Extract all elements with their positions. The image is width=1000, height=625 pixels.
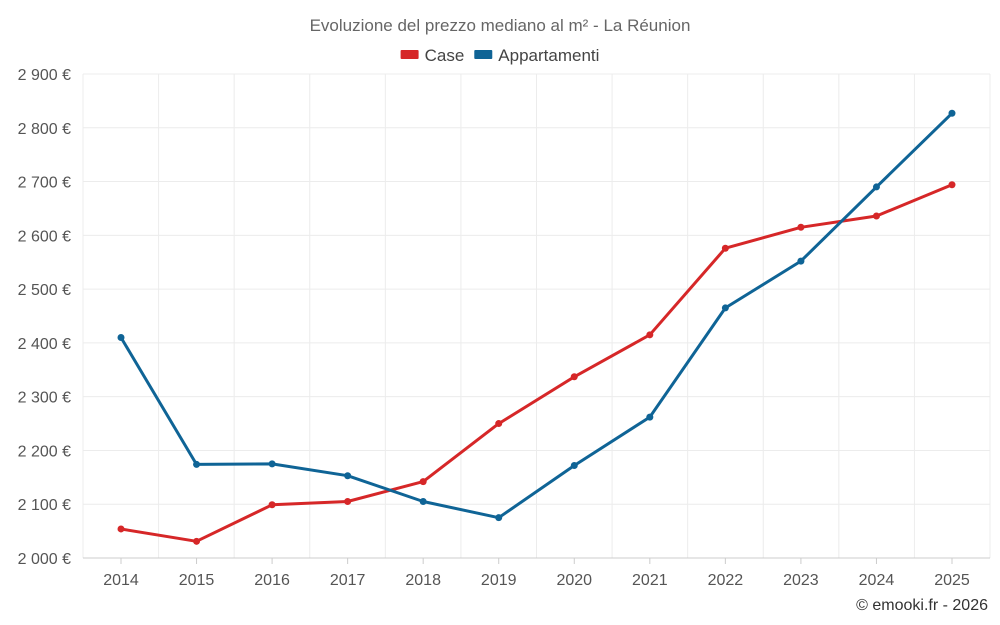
legend-item-case[interactable]: Case bbox=[400, 46, 465, 65]
series-line-appartamenti[interactable] bbox=[119, 112, 954, 520]
y-tick-label: 2 600 € bbox=[18, 228, 71, 245]
chart-title: Evoluzione del prezzo mediano al m² - La… bbox=[310, 16, 691, 35]
y-tick-label: 2 800 € bbox=[18, 121, 71, 138]
data-point-case[interactable] bbox=[419, 478, 427, 486]
data-point-appartamenti[interactable] bbox=[948, 109, 956, 117]
series-layer bbox=[117, 109, 956, 545]
grid bbox=[82, 73, 991, 559]
data-point-appartamenti[interactable] bbox=[268, 460, 276, 468]
x-tick-label: 2019 bbox=[481, 572, 517, 589]
series-line-case[interactable] bbox=[120, 183, 953, 543]
y-axis: 2 000 € 2 100 € 2 200 € 2 300 € 2 400 € 2 500… bbox=[18, 67, 71, 568]
x-tick-label: 2016 bbox=[254, 572, 290, 589]
data-point-appartamenti[interactable] bbox=[419, 498, 427, 506]
data-point-case[interactable] bbox=[344, 498, 352, 506]
data-point-case[interactable] bbox=[721, 244, 729, 252]
y-tick-label: 2 100 € bbox=[18, 497, 71, 514]
data-point-case[interactable] bbox=[646, 331, 654, 339]
data-point-case[interactable] bbox=[268, 501, 276, 509]
legend-item-appartamenti[interactable]: Appartamenti bbox=[474, 46, 599, 65]
data-point-appartamenti[interactable] bbox=[570, 462, 578, 470]
credit-text: © emooki.fr - 2026 bbox=[856, 597, 988, 614]
legend-swatch bbox=[400, 50, 419, 59]
data-point-case[interactable] bbox=[193, 537, 201, 545]
data-point-appartamenti[interactable] bbox=[117, 334, 125, 342]
data-point-case[interactable] bbox=[797, 223, 805, 231]
data-point-case[interactable] bbox=[570, 373, 578, 381]
y-tick-label: 2 200 € bbox=[18, 443, 71, 460]
legend-swatch bbox=[474, 50, 493, 59]
data-point-appartamenti[interactable] bbox=[646, 413, 654, 421]
data-point-appartamenti[interactable] bbox=[495, 514, 503, 522]
data-point-appartamenti[interactable] bbox=[193, 460, 201, 468]
data-point-case[interactable] bbox=[117, 525, 125, 533]
y-tick-label: 2 500 € bbox=[18, 282, 71, 299]
legend-label: Appartamenti bbox=[498, 46, 599, 65]
series-case[interactable] bbox=[117, 181, 956, 545]
x-tick-label: 2017 bbox=[330, 572, 366, 589]
x-tick-label: 2023 bbox=[783, 572, 819, 589]
data-point-appartamenti[interactable] bbox=[344, 472, 352, 480]
y-tick-label: 2 900 € bbox=[18, 67, 71, 84]
x-tick-label: 2018 bbox=[405, 572, 441, 589]
chart-legend[interactable]: Case Appartamenti bbox=[400, 46, 600, 65]
x-tick-label: 2014 bbox=[103, 572, 139, 589]
data-point-appartamenti[interactable] bbox=[872, 183, 880, 191]
legend-label: Case bbox=[425, 46, 465, 65]
data-point-case[interactable] bbox=[872, 212, 880, 220]
data-point-appartamenti[interactable] bbox=[797, 257, 805, 265]
data-point-appartamenti[interactable] bbox=[721, 304, 729, 312]
x-tick-label: 2021 bbox=[632, 572, 668, 589]
x-tick-label: 2025 bbox=[934, 572, 970, 589]
y-tick-label: 2 400 € bbox=[18, 336, 71, 353]
data-point-case[interactable] bbox=[495, 420, 503, 428]
x-tick-label: 2020 bbox=[556, 572, 592, 589]
x-tick-label: 2015 bbox=[179, 572, 215, 589]
x-axis: 2014 2015 2016 2017 2018 2019 2020 2021 2022 2023… bbox=[83, 557, 990, 589]
y-tick-label: 2 000 € bbox=[18, 551, 71, 568]
x-tick-label: 2022 bbox=[708, 572, 744, 589]
y-tick-label: 2 300 € bbox=[18, 390, 71, 407]
y-tick-label: 2 700 € bbox=[18, 175, 71, 192]
x-tick-label: 2024 bbox=[859, 572, 895, 589]
series-appartamenti[interactable] bbox=[117, 109, 956, 522]
data-point-case[interactable] bbox=[948, 181, 956, 189]
